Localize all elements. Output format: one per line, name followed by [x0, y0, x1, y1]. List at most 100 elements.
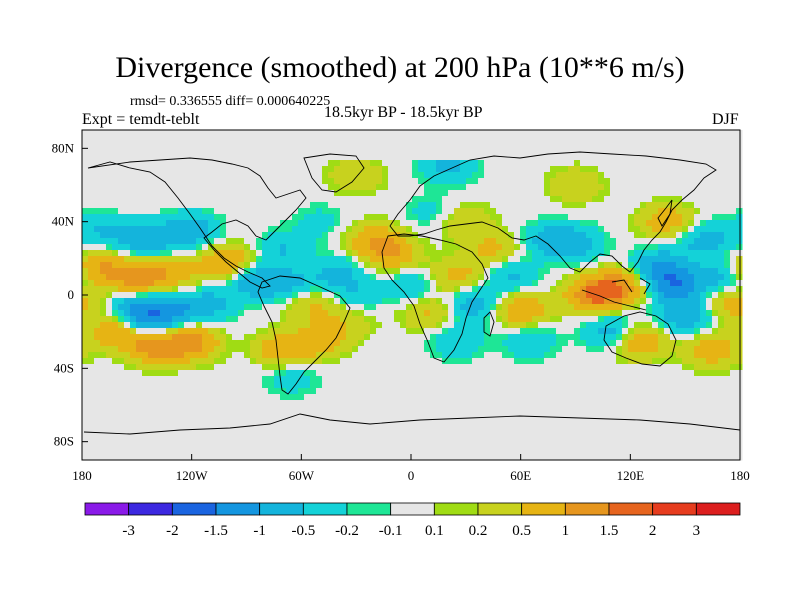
field-cell	[232, 130, 239, 137]
field-cell	[148, 154, 155, 161]
field-cell	[526, 364, 533, 371]
field-cell	[622, 166, 629, 173]
field-cell	[382, 256, 389, 263]
field-cell	[160, 370, 167, 377]
field-cell	[382, 364, 389, 371]
field-cell	[568, 130, 575, 137]
field-cell	[514, 304, 521, 311]
field-cell	[508, 214, 515, 221]
field-cell	[148, 292, 155, 299]
field-cell	[712, 160, 719, 167]
field-cell	[562, 184, 569, 191]
field-cell	[442, 298, 449, 305]
field-cell	[556, 184, 563, 191]
field-cell	[514, 268, 521, 275]
field-cell	[136, 214, 143, 221]
field-cell	[316, 166, 323, 173]
field-cell	[190, 202, 197, 209]
field-cell	[292, 370, 299, 377]
field-cell	[484, 376, 491, 383]
field-cell	[394, 316, 401, 323]
field-cell	[400, 298, 407, 305]
field-cell	[94, 160, 101, 167]
field-cell	[418, 136, 425, 143]
field-cell	[724, 382, 731, 389]
field-cell	[694, 316, 701, 323]
field-cell	[334, 352, 341, 359]
field-cell	[232, 316, 239, 323]
field-cell	[580, 286, 587, 293]
field-cell	[298, 328, 305, 335]
field-cell	[712, 322, 719, 329]
field-cell	[112, 130, 119, 137]
field-cell	[262, 202, 269, 209]
field-cell	[274, 256, 281, 263]
field-cell	[244, 160, 251, 167]
field-cell	[280, 304, 287, 311]
field-cell	[724, 154, 731, 161]
field-cell	[736, 388, 743, 395]
field-cell	[676, 328, 683, 335]
field-cell	[466, 154, 473, 161]
field-cell	[358, 394, 365, 401]
field-cell	[298, 358, 305, 365]
field-cell	[520, 178, 527, 185]
field-cell	[466, 178, 473, 185]
field-cell	[568, 334, 575, 341]
field-cell	[526, 226, 533, 233]
field-cell	[112, 184, 119, 191]
field-cell	[256, 142, 263, 149]
field-cell	[256, 280, 263, 287]
field-cell	[184, 202, 191, 209]
field-cell	[88, 166, 95, 173]
field-cell	[700, 142, 707, 149]
field-cell	[382, 262, 389, 269]
field-cell	[652, 334, 659, 341]
field-cell	[220, 340, 227, 347]
field-cell	[508, 160, 515, 167]
field-cell	[376, 364, 383, 371]
field-cell	[712, 286, 719, 293]
field-cell	[448, 166, 455, 173]
field-cell	[520, 286, 527, 293]
field-cell	[352, 382, 359, 389]
field-cell	[166, 364, 173, 371]
field-cell	[292, 322, 299, 329]
field-cell	[706, 310, 713, 317]
field-cell	[676, 250, 683, 257]
field-cell	[706, 160, 713, 167]
field-cell	[364, 232, 371, 239]
field-cell	[634, 298, 641, 305]
field-cell	[544, 166, 551, 173]
field-cell	[574, 172, 581, 179]
field-cell	[490, 358, 497, 365]
field-cell	[628, 232, 635, 239]
field-cell	[610, 340, 617, 347]
field-cell	[640, 322, 647, 329]
field-cell	[202, 196, 209, 203]
field-cell	[490, 310, 497, 317]
field-cell	[694, 130, 701, 137]
field-cell	[586, 280, 593, 287]
field-cell	[178, 358, 185, 365]
field-cell	[178, 262, 185, 269]
field-cell	[730, 310, 737, 317]
field-cell	[550, 136, 557, 143]
field-cell	[466, 304, 473, 311]
field-cell	[730, 244, 737, 251]
field-cell	[190, 238, 197, 245]
field-cell	[466, 376, 473, 383]
field-cell	[538, 196, 545, 203]
field-cell	[112, 262, 119, 269]
field-cell	[244, 334, 251, 341]
field-cell	[478, 292, 485, 299]
field-cell	[520, 148, 527, 155]
field-cell	[130, 148, 137, 155]
field-cell	[736, 256, 743, 263]
field-cell	[112, 364, 119, 371]
field-cell	[646, 196, 653, 203]
field-cell	[526, 172, 533, 179]
field-cell	[562, 208, 569, 215]
field-cell	[88, 196, 95, 203]
field-cell	[718, 196, 725, 203]
